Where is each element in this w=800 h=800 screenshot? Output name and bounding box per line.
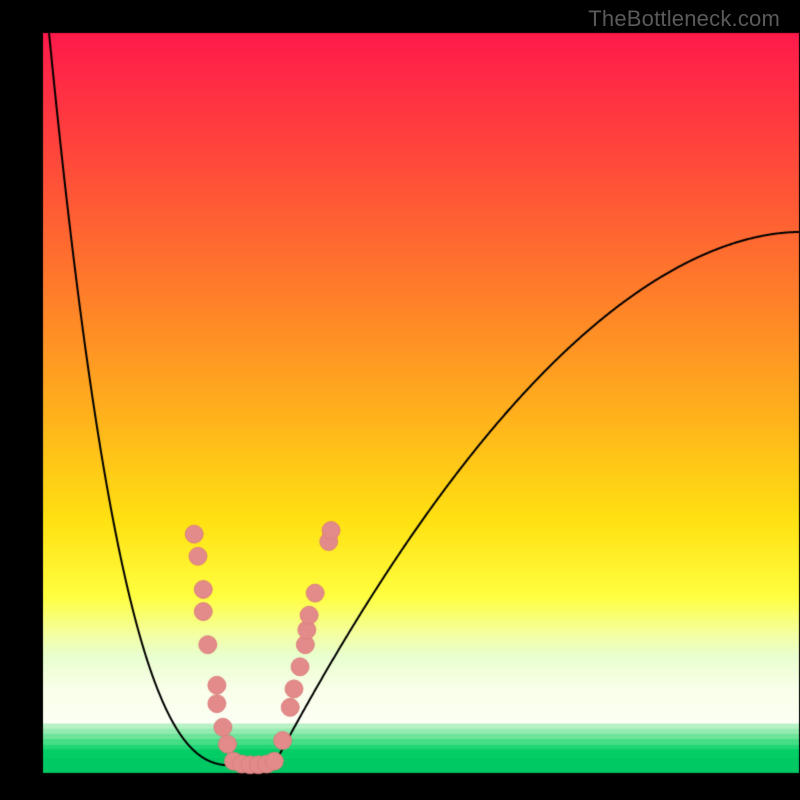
watermark-text: TheBottleneck.com [588,6,780,32]
bottleneck-chart [0,0,800,800]
